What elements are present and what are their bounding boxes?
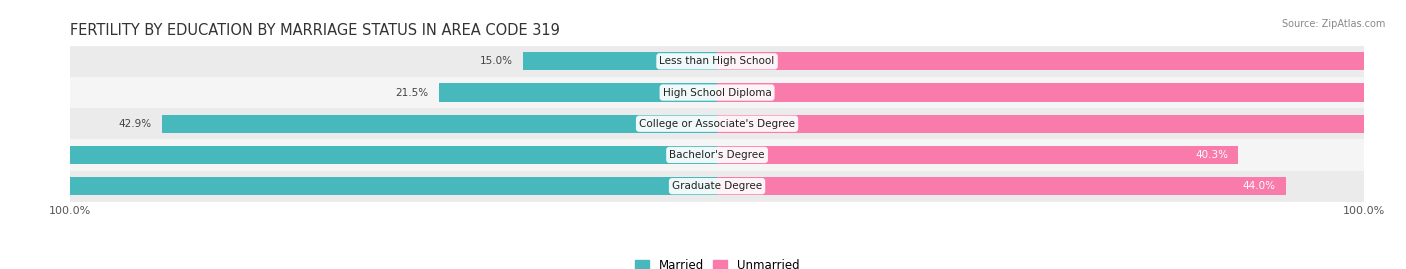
Text: Graduate Degree: Graduate Degree <box>672 181 762 191</box>
Text: High School Diploma: High School Diploma <box>662 87 772 98</box>
Text: Bachelor's Degree: Bachelor's Degree <box>669 150 765 160</box>
Text: 42.9%: 42.9% <box>118 119 152 129</box>
Bar <box>717 146 1239 164</box>
Bar <box>70 108 1364 139</box>
Bar <box>70 171 1364 202</box>
Bar <box>70 77 1364 108</box>
Bar <box>717 52 1406 70</box>
Bar <box>717 177 1286 195</box>
Text: 40.3%: 40.3% <box>1195 150 1227 160</box>
Text: 15.0%: 15.0% <box>479 56 513 66</box>
Text: 44.0%: 44.0% <box>1243 181 1275 191</box>
Bar <box>439 83 717 102</box>
Text: FERTILITY BY EDUCATION BY MARRIAGE STATUS IN AREA CODE 319: FERTILITY BY EDUCATION BY MARRIAGE STATU… <box>70 23 560 38</box>
Text: Source: ZipAtlas.com: Source: ZipAtlas.com <box>1281 19 1385 29</box>
Bar <box>70 46 1364 77</box>
Text: 21.5%: 21.5% <box>395 87 429 98</box>
Bar <box>717 115 1406 133</box>
Text: College or Associate's Degree: College or Associate's Degree <box>640 119 794 129</box>
Bar <box>717 83 1406 102</box>
Bar <box>162 115 717 133</box>
Bar <box>0 177 717 195</box>
Bar <box>0 146 717 164</box>
Legend: Married, Unmarried: Married, Unmarried <box>630 254 804 269</box>
Text: Less than High School: Less than High School <box>659 56 775 66</box>
Bar <box>523 52 717 70</box>
Bar <box>70 139 1364 171</box>
